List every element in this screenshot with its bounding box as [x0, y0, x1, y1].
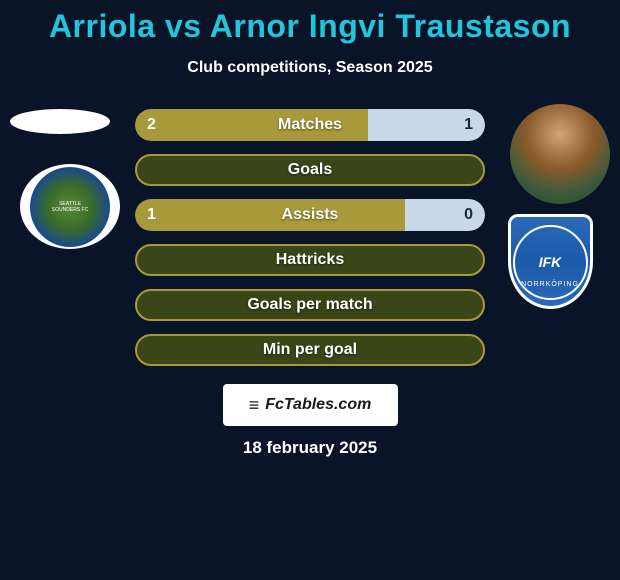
fctables-badge[interactable]: ≡ FcTables.com — [223, 384, 398, 426]
stat-row: Hattricks — [135, 244, 485, 276]
sounders-icon: SEATTLESOUNDERS FC — [30, 167, 110, 247]
stat-label: Goals per match — [247, 296, 372, 314]
stat-label: Hattricks — [276, 251, 344, 269]
stat-row: 2 1 Matches — [135, 109, 485, 141]
club-badge-right: IFK NORRKÖPING — [500, 219, 600, 304]
stat-value-right: 0 — [464, 206, 473, 224]
stat-label: Matches — [278, 116, 342, 134]
stat-value-left: 2 — [147, 116, 156, 134]
stat-row: Goals per match — [135, 289, 485, 321]
stat-value-right: 1 — [464, 116, 473, 134]
fctables-text: FcTables.com — [265, 396, 371, 414]
stat-label: Goals — [288, 161, 332, 179]
stat-label: Assists — [282, 206, 339, 224]
player-left-photo — [10, 109, 110, 134]
page-title: Arriola vs Arnor Ingvi Traustason — [49, 8, 571, 45]
stat-row: Goals — [135, 154, 485, 186]
subtitle: Club competitions, Season 2025 — [187, 59, 432, 77]
club-badge-left: SEATTLESOUNDERS FC — [20, 164, 120, 249]
date-text: 18 february 2025 — [243, 438, 377, 458]
stat-row: 1 0 Assists — [135, 199, 485, 231]
player-right-photo — [510, 104, 610, 204]
stat-row: Min per goal — [135, 334, 485, 366]
norrkoping-icon: IFK NORRKÖPING — [508, 214, 593, 309]
stat-label: Min per goal — [263, 341, 357, 359]
stat-fill-left — [135, 199, 405, 231]
stats-area: SEATTLESOUNDERS FC IFK NORRKÖPING 2 1 Matc… — [0, 109, 620, 366]
comparison-card: Arriola vs Arnor Ingvi Traustason Club c… — [0, 0, 620, 580]
stat-value-left: 1 — [147, 206, 156, 224]
fctables-icon: ≡ — [249, 395, 260, 416]
